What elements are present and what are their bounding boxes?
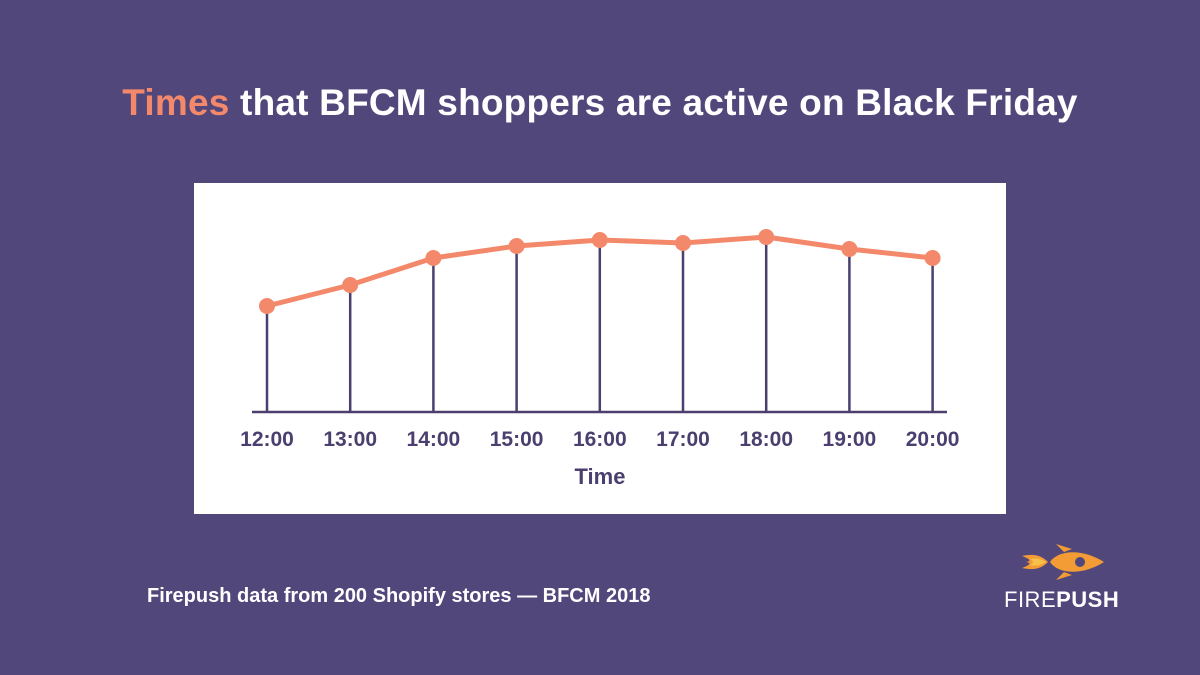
data-point [758, 229, 775, 245]
logo-text-fire: FIRE [1004, 587, 1057, 612]
x-axis-label: Time [575, 464, 626, 489]
data-point [425, 250, 442, 266]
data-point [508, 238, 525, 254]
line-chart: 12:00 13:00 14:00 15:00 16:00 17:00 18:00 19:00… [240, 229, 959, 489]
x-tick-label: 18:00 [739, 428, 793, 451]
x-tick-label: 15:00 [490, 428, 544, 451]
chart-title: Times that BFCM shoppers are active on B… [0, 82, 1200, 124]
source-note: Firepush data from 200 Shopify stores — … [147, 585, 651, 607]
x-tick-label: 13:00 [323, 428, 377, 451]
x-tick-labels: 12:00 13:00 14:00 15:00 16:00 17:00 18:00 19:00… [240, 428, 959, 451]
chart-title-rest: that BFCM shoppers are active on Black F… [229, 82, 1078, 123]
data-point [924, 250, 941, 266]
drop-lines [265, 237, 934, 412]
chart-card: 12:00 13:00 14:00 15:00 16:00 17:00 18:00 19:00… [194, 183, 1006, 514]
data-point [841, 241, 858, 257]
x-tick-label: 14:00 [407, 428, 461, 451]
data-point [259, 298, 275, 314]
chart-title-accent: Times [122, 82, 230, 123]
data-point [591, 232, 608, 248]
data-points [259, 229, 941, 314]
x-tick-label: 16:00 [573, 428, 627, 451]
rocket-icon [1022, 544, 1104, 580]
data-point [342, 277, 359, 293]
logo-wordmark: FIREPUSH [1004, 587, 1119, 613]
x-tick-label: 20:00 [906, 428, 960, 451]
data-point [675, 235, 691, 251]
x-tick-label: 19:00 [823, 428, 877, 451]
logo-text-push: PUSH [1056, 587, 1120, 612]
firepush-logo: FIREPUSH [1000, 542, 1130, 612]
x-tick-label: 12:00 [240, 428, 294, 451]
x-tick-label: 17:00 [656, 428, 710, 451]
